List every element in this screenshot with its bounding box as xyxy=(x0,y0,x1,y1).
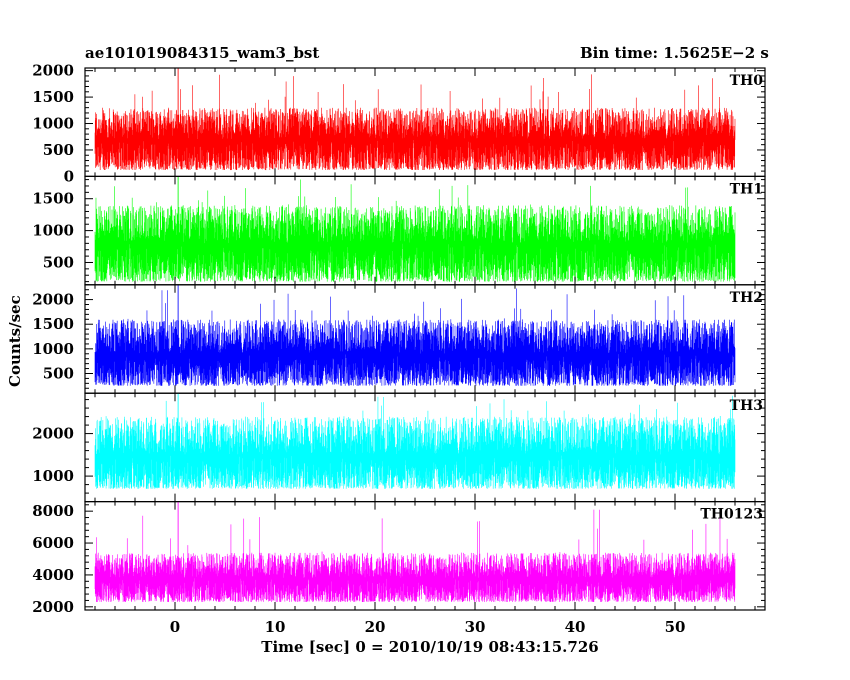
y-tick-label: 500 xyxy=(43,141,74,159)
y-tick-label: 2000 xyxy=(32,62,74,80)
x-tick-label: 10 xyxy=(265,618,286,636)
panel-label-th3: TH3 xyxy=(730,398,763,414)
x-tick-label: 30 xyxy=(465,618,486,636)
y-tick-label: 8000 xyxy=(32,502,74,520)
x-axis-label: Time [sec] 0 = 2010/10/19 08:43:15.726 xyxy=(261,638,599,656)
x-tick-label: 40 xyxy=(565,618,586,636)
x-tick-label: 50 xyxy=(665,618,686,636)
panel-label-th0: TH0 xyxy=(730,73,764,89)
y-tick-label: 6000 xyxy=(32,534,74,552)
panel-label-th0123: TH0123 xyxy=(700,507,763,523)
x-tick-label: 20 xyxy=(365,618,386,636)
y-tick-label: 2000 xyxy=(32,291,74,309)
y-tick-label: 1500 xyxy=(32,315,74,333)
y-tick-label: 500 xyxy=(43,253,74,271)
panel-label-th2: TH2 xyxy=(730,290,763,306)
bin-time-label: Bin time: 1.5625E−2 s xyxy=(580,44,769,62)
y-tick-label: 1500 xyxy=(32,190,74,208)
series-th2 xyxy=(94,284,736,386)
y-tick-label: 4000 xyxy=(32,566,74,584)
y-tick-label: 1000 xyxy=(32,115,74,133)
y-tick-label: 1000 xyxy=(32,340,74,358)
x-tick-label: 0 xyxy=(170,618,180,636)
y-tick-label: 2000 xyxy=(32,598,74,616)
panel-label-th1: TH1 xyxy=(730,181,763,197)
series-th1 xyxy=(94,176,736,282)
y-tick-label: 1500 xyxy=(32,88,74,106)
y-axis-label: Counts/sec xyxy=(6,295,24,387)
y-tick-label: 1000 xyxy=(32,467,74,485)
chart-title: ae101019084315_wam3_bst xyxy=(85,44,320,62)
y-tick-label: 2000 xyxy=(32,425,74,443)
y-tick-label: 1000 xyxy=(32,222,74,240)
y-tick-label: 500 xyxy=(43,364,74,382)
series-th0123 xyxy=(94,501,736,602)
series-th3 xyxy=(94,393,736,489)
y-tick-label: 0 xyxy=(64,167,74,185)
series-th0 xyxy=(94,68,736,171)
